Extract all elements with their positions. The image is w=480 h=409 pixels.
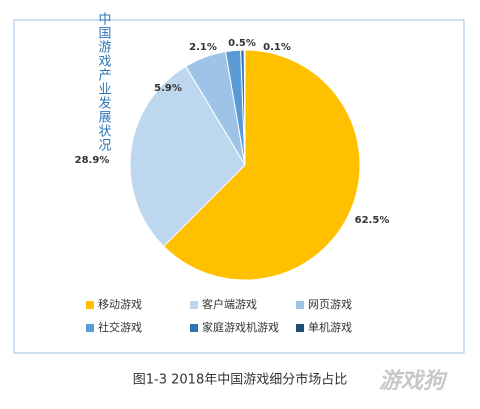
legend-label: 家庭游戏机游戏 bbox=[202, 320, 279, 334]
legend-label: 客户端游戏 bbox=[202, 297, 257, 311]
value-label: 28.9% bbox=[75, 155, 110, 166]
legend-label: 网页游戏 bbox=[308, 298, 352, 311]
legend-swatch bbox=[296, 324, 304, 332]
legend-label: 社交游戏 bbox=[98, 320, 142, 334]
legend-swatch bbox=[296, 301, 304, 309]
value-label: 0.1% bbox=[263, 42, 291, 53]
legend-swatch bbox=[190, 324, 198, 332]
legend-label: 单机游戏 bbox=[308, 320, 352, 334]
legend-swatch bbox=[190, 301, 198, 309]
pie-slice bbox=[243, 49, 246, 166]
value-label: 5.9% bbox=[154, 83, 182, 94]
chart-frame bbox=[13, 19, 465, 354]
watermark: 游戏狗 bbox=[379, 369, 448, 394]
legend-swatch bbox=[86, 324, 94, 332]
value-label: 62.5% bbox=[355, 215, 390, 226]
side-title: 中国游戏产业发展状况 bbox=[96, 12, 112, 152]
caption: 图1-3 2018年中国游戏细分市场占比 bbox=[133, 372, 347, 388]
value-label: 0.5% bbox=[228, 38, 256, 49]
pie-slice bbox=[129, 65, 246, 248]
value-label: 2.1% bbox=[189, 42, 217, 53]
legend-label: 移动游戏 bbox=[98, 298, 142, 311]
legend-swatch bbox=[86, 301, 94, 309]
pie-slice bbox=[162, 49, 361, 281]
